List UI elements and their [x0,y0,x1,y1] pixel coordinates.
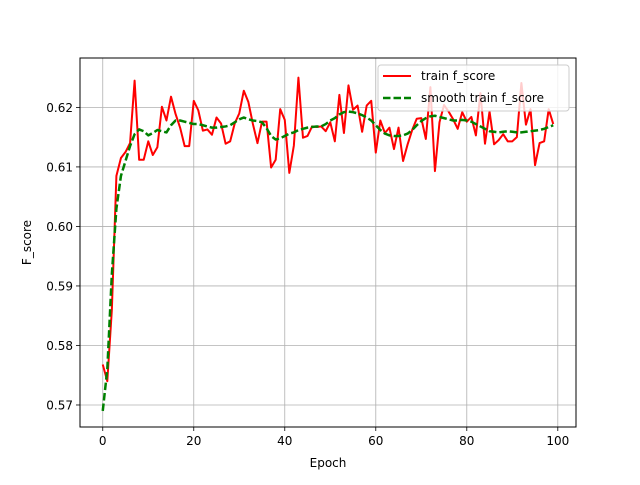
x-tick-label: 80 [459,434,474,448]
legend-label-train-f-score: train f_score [421,69,495,83]
y-tick-label: 0.59 [46,279,73,293]
y-tick-label: 0.62 [46,101,73,115]
x-tick-label: 60 [368,434,383,448]
y-tick-label: 0.61 [46,160,73,174]
y-tick-label: 0.60 [46,220,73,234]
x-tick-label: 20 [186,434,201,448]
axes [79,57,577,428]
x-axis-ticks: 0 20 40 60 80 100 [99,427,569,448]
y-tick-label: 0.58 [46,339,73,353]
x-tick-label: 40 [277,434,292,448]
x-tick-label: 100 [546,434,569,448]
legend-label-smooth-train-f-score: smooth train f_score [421,91,544,105]
plot-area-frame [79,57,577,428]
y-tick-label: 0.57 [46,398,73,412]
y-axis-ticks: 0.57 0.58 0.59 0.60 0.61 0.62 [46,101,80,412]
series-line-train-f-score [101,76,555,383]
series-group [101,76,555,412]
legend-box [377,64,570,112]
legend: train f_score smooth train f_score [377,64,570,112]
y-axis-label: F_score [20,220,34,265]
x-axis-label: Epoch [310,456,347,470]
x-tick-label: 0 [99,434,107,448]
